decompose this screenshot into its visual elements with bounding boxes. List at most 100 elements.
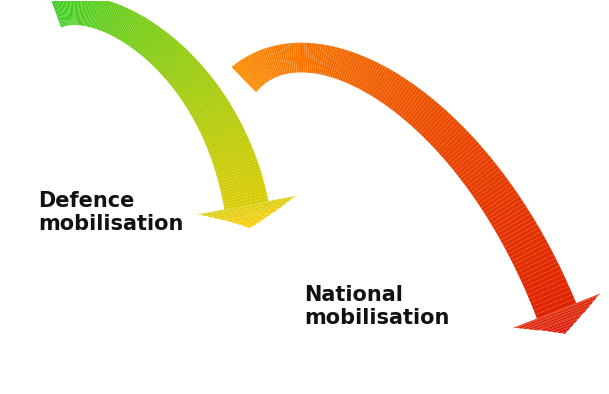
Polygon shape [213,147,253,165]
Polygon shape [342,52,356,82]
Polygon shape [489,199,524,224]
Polygon shape [515,250,554,272]
Polygon shape [164,54,192,80]
Polygon shape [65,0,70,25]
Polygon shape [239,60,261,88]
Polygon shape [143,30,166,58]
Polygon shape [361,62,378,91]
Polygon shape [430,119,457,146]
Polygon shape [533,295,574,314]
Polygon shape [403,92,427,121]
Polygon shape [293,43,297,72]
Polygon shape [464,162,496,187]
Polygon shape [124,15,142,43]
Polygon shape [97,0,108,30]
Polygon shape [544,318,580,331]
Polygon shape [396,87,419,115]
Polygon shape [91,0,100,28]
Polygon shape [113,8,128,37]
Polygon shape [383,76,404,105]
Polygon shape [217,164,259,179]
Polygon shape [157,44,183,71]
Polygon shape [216,158,258,174]
Polygon shape [200,197,294,215]
Polygon shape [454,147,484,173]
Polygon shape [163,52,191,78]
Polygon shape [105,4,118,33]
Polygon shape [473,173,505,199]
Polygon shape [412,100,437,128]
Polygon shape [191,93,225,116]
Polygon shape [270,46,281,76]
Polygon shape [432,121,460,148]
Polygon shape [449,141,479,168]
Polygon shape [169,59,197,84]
Polygon shape [77,0,79,25]
Polygon shape [368,66,386,95]
Polygon shape [521,262,560,283]
Polygon shape [491,203,526,227]
Polygon shape [214,153,255,169]
Polygon shape [510,239,547,261]
Polygon shape [546,319,578,332]
Polygon shape [338,50,351,80]
Polygon shape [67,0,71,25]
Polygon shape [315,44,321,74]
Polygon shape [52,0,63,27]
Polygon shape [557,327,571,333]
Polygon shape [311,43,316,73]
Polygon shape [158,46,185,72]
Polygon shape [189,91,224,114]
Polygon shape [332,48,343,78]
Polygon shape [560,330,569,333]
Polygon shape [322,45,331,75]
Polygon shape [120,12,137,41]
Polygon shape [206,127,244,147]
Polygon shape [251,53,269,82]
Polygon shape [104,3,117,32]
Polygon shape [247,227,252,228]
Polygon shape [541,315,581,331]
Polygon shape [443,134,472,160]
Polygon shape [208,202,287,217]
Polygon shape [95,0,105,29]
Polygon shape [462,158,494,184]
Polygon shape [231,217,266,223]
Polygon shape [436,126,465,153]
Polygon shape [495,210,530,234]
Polygon shape [483,190,517,214]
Polygon shape [212,145,252,162]
Polygon shape [96,0,107,30]
Polygon shape [348,55,363,85]
Polygon shape [191,95,226,118]
Polygon shape [222,186,266,199]
Polygon shape [247,55,266,84]
Polygon shape [176,69,207,94]
Polygon shape [385,78,406,106]
Polygon shape [88,0,95,27]
Polygon shape [79,0,82,25]
Polygon shape [155,43,181,69]
Polygon shape [149,36,173,63]
Polygon shape [460,156,491,181]
Polygon shape [390,81,412,110]
Polygon shape [83,0,89,26]
Polygon shape [219,175,262,189]
Polygon shape [117,10,133,39]
Polygon shape [51,0,62,28]
Polygon shape [233,64,258,91]
Polygon shape [77,0,81,25]
Polygon shape [245,225,255,227]
Polygon shape [235,63,259,90]
Polygon shape [530,286,571,307]
Polygon shape [181,77,213,101]
Polygon shape [414,102,440,130]
Polygon shape [370,67,389,96]
Polygon shape [512,243,549,265]
Polygon shape [275,45,284,75]
Polygon shape [239,222,259,225]
Polygon shape [186,85,219,108]
Polygon shape [185,83,217,106]
Polygon shape [195,104,231,126]
Polygon shape [466,164,499,190]
